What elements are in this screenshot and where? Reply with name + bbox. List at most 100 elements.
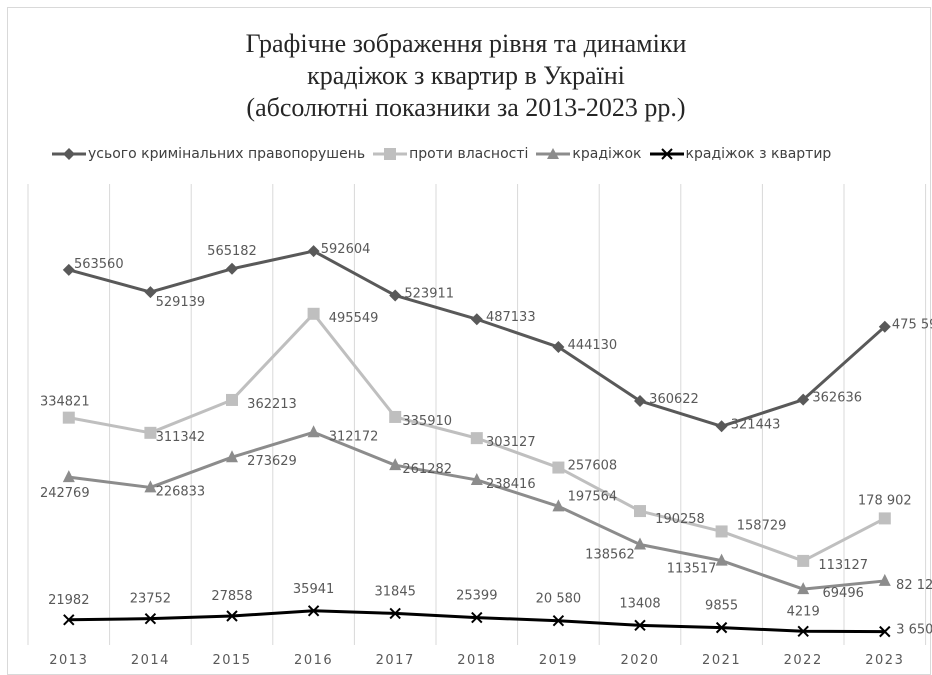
- data-label-series-2-2019: 257608: [568, 459, 618, 474]
- legend-marker-diamond-icon: [52, 148, 86, 160]
- data-label-series-3-2016: 312172: [329, 429, 379, 444]
- x-tick-label-2022: 2022: [784, 653, 823, 668]
- data-label-series-1-2021: 321443: [731, 417, 781, 432]
- series-1-point-2020: [634, 394, 646, 407]
- data-label-series-3-2013: 242769: [40, 486, 90, 501]
- legend-label-total: усього кримінальних правопорушень: [88, 146, 366, 162]
- data-label-series-3-2021: 113517: [667, 562, 717, 577]
- series-4-point-2022: [797, 625, 809, 637]
- x-tick-label-2018: 2018: [457, 653, 496, 668]
- series-1-point-2021: [715, 420, 728, 433]
- data-label-series-1-2015: 565182: [207, 244, 257, 259]
- x-tick-label-2017: 2017: [376, 653, 415, 668]
- data-label-series-2-2016: 495549: [329, 311, 379, 326]
- chart-title: Графічне зображення рівня та динаміки кр…: [0, 28, 932, 124]
- series-2-point-2018: [470, 432, 483, 445]
- series-3-point-2015: [226, 450, 238, 463]
- chart-title-line-1: Графічне зображення рівня та динаміки: [245, 29, 687, 58]
- series-4-point-2017: [389, 607, 401, 620]
- data-label-series-4-2014: 23752: [130, 592, 171, 607]
- series-1-point-2013: [62, 263, 75, 276]
- series-2-point-2013: [62, 411, 75, 424]
- series-4-point-2020: [634, 619, 646, 632]
- series-3-point-2019: [552, 499, 565, 512]
- data-label-series-3-2017: 261282: [402, 462, 452, 477]
- x-tick-label-2016: 2016: [294, 653, 333, 668]
- data-label-series-3-2015: 273629: [247, 454, 297, 469]
- series-4-point-2013: [63, 614, 75, 626]
- series-2-point-2023: [878, 512, 891, 525]
- series-4-point-2014: [144, 612, 157, 625]
- series-4-point-2023: [879, 625, 891, 638]
- data-label-series-3-2018: 238416: [486, 477, 536, 492]
- data-label-series-4-2019: 20 580: [536, 592, 582, 607]
- data-label-series-4-2023: 3 650: [896, 623, 932, 638]
- data-label-series-2-2014: 311342: [156, 430, 206, 445]
- series-1-point-2015: [226, 262, 238, 275]
- series-4-point-2016: [307, 605, 320, 617]
- legend-item-apartment-thefts: крадіжок з квартир: [649, 146, 831, 162]
- data-label-series-1-2014: 529139: [156, 295, 206, 310]
- data-label-series-2-2023: 178 902: [858, 493, 912, 508]
- series-3-point-2014: [144, 480, 157, 493]
- series-3-point-2020: [634, 537, 646, 550]
- data-label-series-1-2013: 563560: [74, 257, 124, 272]
- chart-title-line-2: крадіжок з квартир в Україні: [307, 61, 625, 90]
- data-label-series-4-2022: 4219: [787, 604, 820, 619]
- legend-label-thefts: крадіжок: [572, 146, 642, 162]
- series-3-point-2018: [470, 472, 483, 485]
- legend-item-thefts: крадіжок: [536, 146, 642, 162]
- data-label-series-2-2021: 158729: [737, 518, 787, 533]
- chart-legend: усього кримінальних правопорушень проти …: [52, 144, 839, 164]
- series-3-point-2021: [715, 553, 728, 566]
- data-label-series-2-2022: 113127: [818, 558, 868, 573]
- series-4-point-2019: [552, 614, 565, 627]
- series-2-point-2016: [307, 307, 320, 320]
- data-label-series-4-2020: 13408: [619, 596, 660, 611]
- series-2-point-2017: [389, 410, 402, 423]
- series-4-point-2015: [226, 610, 238, 622]
- data-label-series-1-2019: 444130: [568, 338, 618, 353]
- series-1-point-2018: [470, 313, 483, 326]
- data-label-series-4-2015: 27858: [211, 589, 252, 604]
- series-2-point-2020: [634, 505, 646, 518]
- x-tick-label-2019: 2019: [539, 653, 578, 668]
- series-3-point-2023: [878, 573, 891, 586]
- series-2-point-2015: [226, 393, 238, 406]
- series-4-point-2021: [715, 621, 728, 634]
- data-label-series-3-2022: 69496: [823, 586, 864, 601]
- data-label-series-4-2016: 35941: [293, 582, 334, 597]
- series-1-point-2022: [797, 393, 810, 406]
- legend-item-total: усього кримінальних правопорушень: [52, 146, 365, 162]
- data-label-series-1-2020: 360622: [649, 392, 699, 407]
- data-label-series-2-2013: 334821: [40, 395, 90, 410]
- data-label-series-1-2017: 523911: [404, 286, 454, 301]
- data-label-series-2-2020: 190258: [655, 512, 705, 527]
- data-label-series-2-2017: 335910: [402, 414, 452, 429]
- data-label-series-2-2018: 303127: [486, 435, 536, 450]
- data-label-series-3-2014: 226833: [156, 484, 206, 499]
- series-3-point-2017: [389, 458, 402, 471]
- data-label-series-4-2017: 31845: [375, 584, 416, 599]
- legend-label-property: проти власності: [409, 146, 529, 162]
- x-tick-label-2014: 2014: [131, 653, 170, 668]
- series-2-point-2021: [715, 525, 728, 538]
- data-label-series-2-2015: 362213: [247, 397, 297, 412]
- series-4-point-2018: [471, 611, 483, 624]
- series-3-point-2013: [62, 470, 75, 483]
- legend-marker-triangle-icon: [536, 148, 571, 159]
- series-2-point-2014: [144, 426, 157, 439]
- legend-marker-square-icon: [373, 148, 408, 160]
- legend-marker-x-icon: [649, 148, 684, 160]
- x-tick-label-2020: 2020: [620, 653, 659, 668]
- series-3-point-2022: [797, 582, 810, 595]
- x-tick-label-2013: 2013: [49, 653, 88, 668]
- series-1-point-2017: [389, 289, 402, 302]
- series-2-point-2022: [797, 554, 810, 567]
- series-2-point-2019: [552, 461, 565, 474]
- data-label-series-3-2019: 197564: [568, 489, 618, 504]
- data-label-series-1-2023: 475 595: [892, 318, 932, 333]
- x-tick-label-2015: 2015: [212, 653, 251, 668]
- legend-item-property: проти власності: [373, 146, 528, 162]
